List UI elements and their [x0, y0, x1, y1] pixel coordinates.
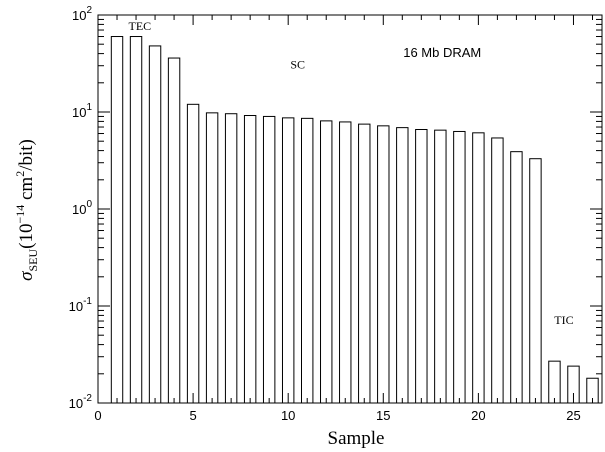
x-tick-label: 0 [94, 408, 101, 423]
x-tick-labels: 0 5 10 15 20 25 [94, 408, 580, 423]
bar [129, 36, 143, 404]
bars [110, 36, 599, 404]
y-tick-label: 102 [72, 5, 92, 23]
bar [243, 115, 257, 404]
bar [224, 113, 238, 404]
x-tick-label: 15 [376, 408, 390, 423]
y-axis-label: σSEU(10−14 cm2/bit) [13, 139, 40, 281]
bar [434, 129, 447, 404]
bar [415, 129, 428, 404]
bar [262, 115, 276, 404]
bar [281, 117, 295, 404]
bar [377, 125, 390, 404]
x-tick-label: 25 [566, 408, 580, 423]
bar [396, 127, 409, 404]
x-tick-label: 10 [281, 408, 295, 423]
annotation: 16 Mb DRAM [403, 45, 481, 60]
bar [167, 57, 181, 404]
axis-ticks [97, 14, 602, 404]
bar [339, 121, 352, 404]
annotation: TEC [129, 19, 152, 33]
bar [491, 137, 504, 404]
y-tick-label: 101 [72, 102, 92, 120]
annotation: SC [290, 58, 305, 72]
bar [186, 103, 200, 404]
annotation: TIC [554, 313, 573, 327]
y-tick-label: 100 [72, 199, 92, 217]
bar [148, 45, 162, 404]
bar [301, 117, 314, 404]
bar [110, 36, 124, 404]
x-tick-label: 20 [471, 408, 485, 423]
bar [320, 120, 333, 404]
bar [453, 130, 466, 404]
bar [510, 151, 523, 404]
bar [358, 123, 371, 404]
y-tick-labels: 10-2 10-1 100 101 102 [69, 5, 93, 411]
x-tick-label: 5 [189, 408, 196, 423]
bar [205, 112, 219, 404]
y-tick-label: 10-1 [69, 296, 93, 314]
bar [529, 158, 542, 404]
x-axis-label: Sample [328, 428, 385, 449]
annotations: TEC SC 16 Mb DRAM TIC [129, 19, 574, 327]
bar [472, 132, 485, 404]
y-tick-label: 10-2 [69, 393, 93, 411]
bar [548, 360, 561, 404]
